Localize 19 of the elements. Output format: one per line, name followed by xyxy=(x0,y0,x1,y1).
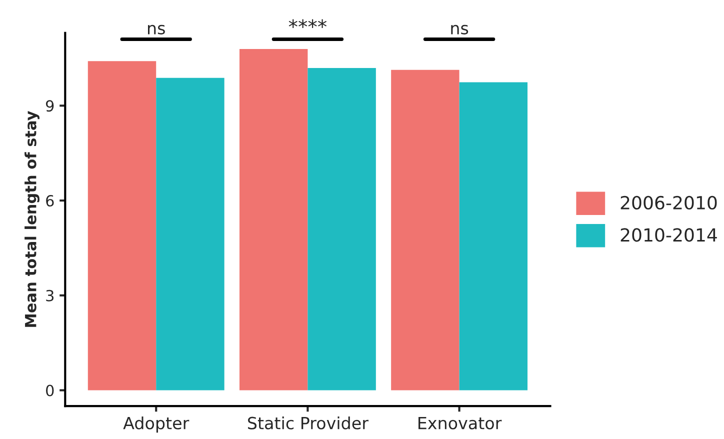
legend-label: 2006-2010 xyxy=(620,196,717,210)
legend-label: 2010-2014 xyxy=(620,228,717,242)
bar xyxy=(88,61,156,390)
text: **** xyxy=(288,19,327,28)
y-tick-label: 9 xyxy=(46,100,54,112)
x-tick-label: Adopter xyxy=(123,416,190,433)
bar xyxy=(308,68,376,390)
annotation: ns xyxy=(451,24,468,34)
bar xyxy=(459,82,528,390)
bar xyxy=(239,49,308,390)
y-axis-title: Mean total length of stay xyxy=(24,110,40,327)
y-tick-label: 6 xyxy=(46,194,54,207)
annotation: ns xyxy=(148,24,165,34)
x-tick-label: Static Provider xyxy=(248,416,368,430)
bar xyxy=(156,78,224,390)
y-tick-label: 0 xyxy=(46,384,54,396)
bar xyxy=(391,70,460,390)
y-tick-label: 3 xyxy=(46,290,54,302)
x-tick-label: Exnovator xyxy=(418,417,502,430)
